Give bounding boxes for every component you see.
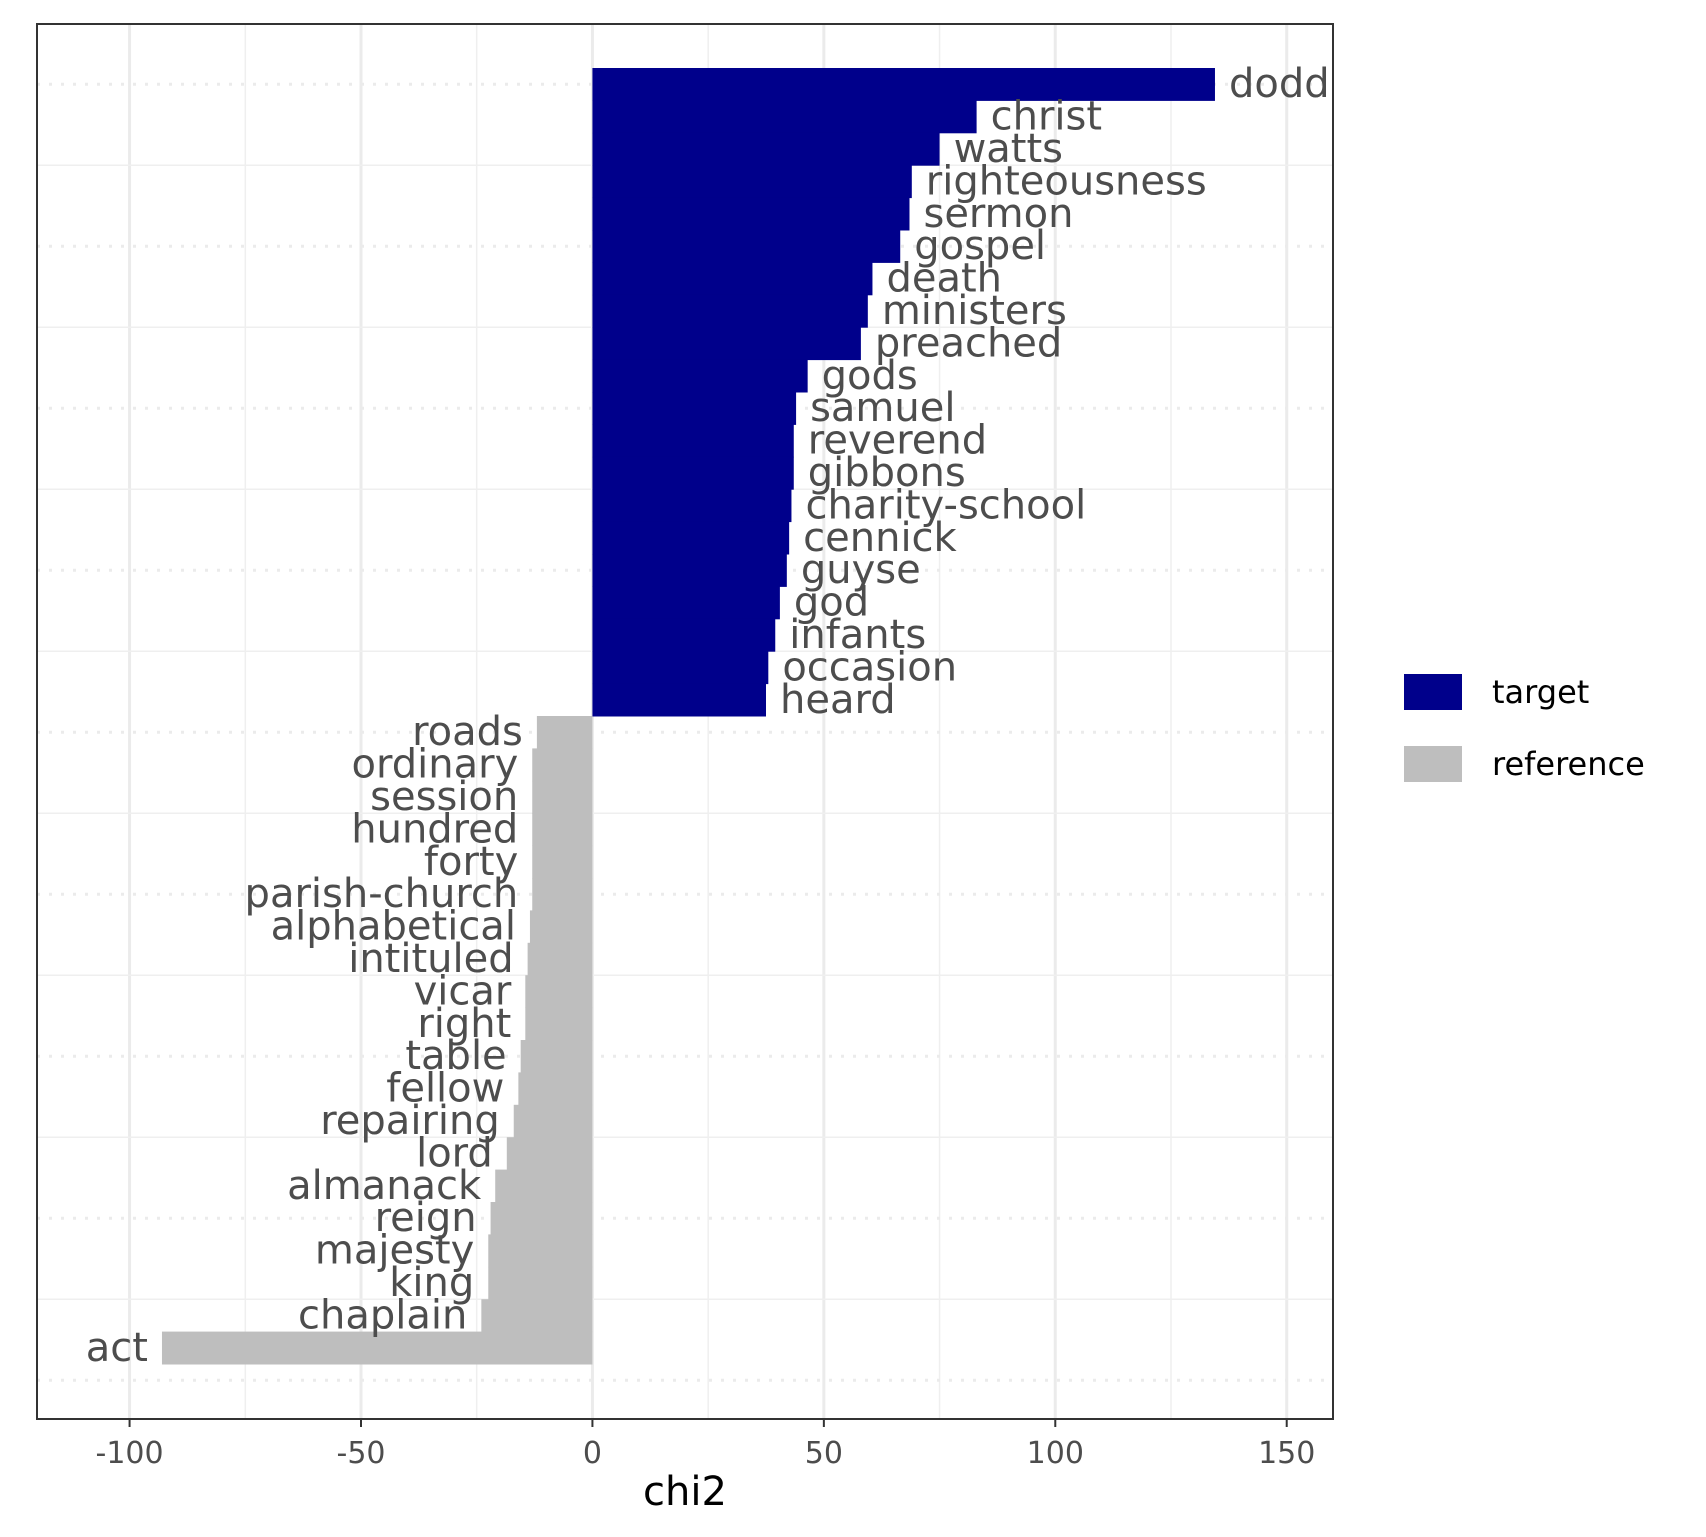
bar-dodd xyxy=(592,68,1215,101)
bar-label: dodd xyxy=(1229,61,1330,107)
bar-label: ordinary xyxy=(352,742,519,788)
bar-label: infants xyxy=(789,612,926,658)
bar-label: christ xyxy=(991,94,1102,140)
bar-label: charity-school xyxy=(805,482,1086,528)
bar-label: vicar xyxy=(414,968,512,1014)
bar-label: act xyxy=(86,1325,148,1371)
bar-gods xyxy=(592,359,808,393)
bar-label: hundred xyxy=(351,806,518,852)
x-tick-label: 50 xyxy=(805,1436,843,1471)
bar-reign xyxy=(490,1202,593,1235)
x-tick-label: 150 xyxy=(1258,1436,1315,1471)
bar-king xyxy=(488,1266,593,1300)
bar-label: watts xyxy=(954,126,1063,172)
bar-ordinary xyxy=(532,748,593,782)
bar-gospel xyxy=(592,230,901,263)
x-tick-label: 100 xyxy=(1027,1436,1084,1471)
bar-session xyxy=(532,780,593,814)
bar-watts xyxy=(592,132,940,166)
x-tick-label: 0 xyxy=(583,1436,602,1471)
bar-vicar xyxy=(525,975,593,1009)
bar-charity-school xyxy=(592,489,792,523)
bar-preached xyxy=(592,327,861,361)
bar-fellow xyxy=(518,1072,593,1106)
bar-almanack xyxy=(495,1169,593,1203)
bar-label: samuel xyxy=(810,385,955,431)
bar-cennick xyxy=(592,521,790,555)
bar-label: roads xyxy=(412,709,523,755)
bar-lord xyxy=(506,1137,593,1171)
bar-label: forty xyxy=(424,839,518,885)
bar-label: reign xyxy=(375,1195,477,1241)
bar-label: almanack xyxy=(287,1163,482,1209)
bar-infants xyxy=(592,618,776,652)
bar-table xyxy=(520,1040,593,1073)
bar-label: sermon xyxy=(923,191,1073,237)
bar-right xyxy=(525,1007,593,1041)
bar-label: heard xyxy=(780,677,896,723)
legend-key-reference xyxy=(1404,746,1462,782)
bar-labels: dodd christwattsrighteousnesssermongospel… xyxy=(86,61,1330,1371)
bar-act xyxy=(161,1331,593,1365)
bar-righteousness xyxy=(592,165,912,199)
bar-death xyxy=(592,262,873,296)
plot-border xyxy=(36,23,1334,1420)
bar-parish-church xyxy=(532,878,593,911)
bar-forty xyxy=(532,845,593,879)
bar-intituled xyxy=(527,942,593,976)
bar-label: guyse xyxy=(801,547,921,593)
bar-label: alphabetical xyxy=(271,904,516,950)
bar-gibbons xyxy=(592,456,794,490)
bar-label: gods xyxy=(822,353,918,399)
bar-label: righteousness xyxy=(926,158,1207,204)
bar-majesty xyxy=(488,1234,593,1268)
bar-sermon xyxy=(592,197,910,231)
bar-christ xyxy=(592,100,977,134)
legend-label: target xyxy=(1492,673,1589,711)
bar-reverend xyxy=(592,424,794,458)
bars xyxy=(161,68,1215,1365)
bar-label: god xyxy=(794,580,869,626)
bar-label: gibbons xyxy=(808,450,966,496)
bar-label: majesty xyxy=(315,1228,474,1274)
bar-heard xyxy=(592,683,766,717)
bar-label: death xyxy=(886,256,1002,302)
bar-repairing xyxy=(513,1104,593,1138)
bar-label: reverend xyxy=(808,418,987,464)
bar-ministers xyxy=(592,294,868,328)
bar-label: parish-church xyxy=(245,871,519,917)
x-tick-label: -50 xyxy=(337,1436,386,1471)
bar-samuel xyxy=(592,392,797,425)
bar-label: session xyxy=(370,774,518,820)
bar-chaplain xyxy=(481,1299,593,1333)
bar-label: king xyxy=(389,1260,474,1306)
bar-label: gospel xyxy=(914,223,1046,269)
x-tick-label: -100 xyxy=(96,1436,164,1471)
bar-guyse xyxy=(592,554,787,587)
bar-label: preached xyxy=(875,320,1062,366)
bar-roads xyxy=(536,716,593,749)
bar-alphabetical xyxy=(529,910,593,944)
bar-occasion xyxy=(592,651,769,685)
bar-label: occasion xyxy=(782,644,957,690)
bar-label: cennick xyxy=(803,515,957,561)
bar-label: chaplain xyxy=(298,1292,467,1338)
x-axis: -100 -50 0 50 100 150 xyxy=(96,1419,1315,1471)
bar-god xyxy=(592,586,780,620)
bar-label: intituled xyxy=(348,936,513,982)
legend-label: reference xyxy=(1492,745,1645,783)
x-axis-title: chi2 xyxy=(643,1469,727,1515)
legend-key-target xyxy=(1404,674,1462,710)
bar-label: ministers xyxy=(882,288,1067,334)
bar-hundred xyxy=(532,813,593,847)
bar-label: lord xyxy=(416,1130,493,1176)
bar-label: fellow xyxy=(386,1066,504,1112)
legend: target reference xyxy=(1404,673,1645,783)
bar-label: repairing xyxy=(320,1098,500,1144)
bar-label: right xyxy=(417,1001,511,1047)
bar-label: table xyxy=(405,1033,506,1079)
